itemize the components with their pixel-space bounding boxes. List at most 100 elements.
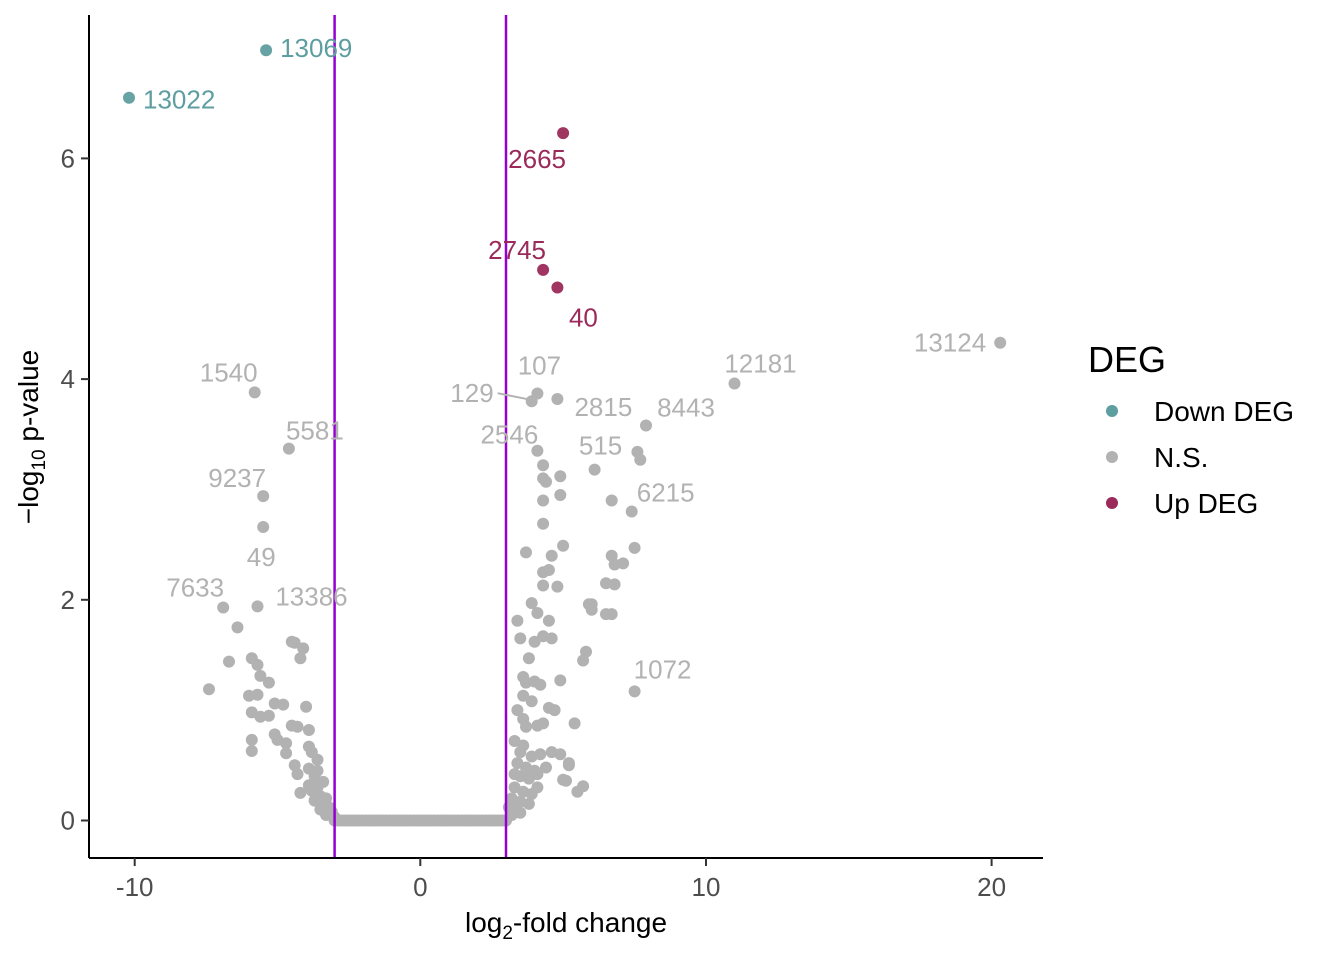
point-n-s bbox=[262, 676, 275, 689]
point-n-s bbox=[571, 785, 584, 798]
point-n-s bbox=[517, 689, 530, 702]
legend-key-down-deg bbox=[1106, 405, 1118, 417]
point-n-s bbox=[560, 774, 572, 787]
point-n-s bbox=[617, 557, 630, 570]
point-label: 7633 bbox=[166, 572, 224, 602]
point-n-s bbox=[540, 475, 552, 488]
point-n-s bbox=[545, 549, 558, 562]
point-n-s bbox=[300, 700, 313, 713]
point-n-s bbox=[511, 614, 524, 627]
point-n-s bbox=[554, 748, 567, 761]
point-up-deg bbox=[537, 263, 550, 276]
point-n-s bbox=[537, 494, 550, 507]
point-n-s bbox=[554, 674, 567, 687]
point-label: 5581 bbox=[286, 415, 344, 445]
point-n-s bbox=[548, 704, 561, 717]
point-label: 2546 bbox=[480, 420, 538, 450]
point-label: 13124 bbox=[914, 328, 986, 358]
legend-label-down-deg: Down DEG bbox=[1154, 396, 1294, 427]
point-n-s bbox=[231, 621, 244, 634]
point-labels: 13069 13022 2665 2745 40 13124 12181 1540 107 129… bbox=[143, 33, 986, 684]
point-n-s bbox=[245, 745, 258, 757]
point-n-s bbox=[522, 797, 535, 810]
point-n-s bbox=[280, 747, 293, 760]
point-n-s bbox=[605, 494, 618, 507]
legend-label-up-deg: Up DEG bbox=[1154, 488, 1258, 519]
point-n-s bbox=[223, 655, 235, 668]
point-label: 13022 bbox=[143, 85, 215, 115]
point-n-s bbox=[525, 597, 538, 610]
point-label: 129 bbox=[450, 378, 493, 408]
point-label: 107 bbox=[518, 350, 561, 380]
point-label: 40 bbox=[569, 302, 598, 332]
point-n-s bbox=[520, 720, 532, 733]
point-n-s bbox=[522, 652, 535, 665]
point-n-s bbox=[305, 784, 318, 797]
legend: DEG Down DEG N.S. Up DEG bbox=[1088, 339, 1294, 519]
point-n-s bbox=[257, 490, 270, 503]
point-n-s bbox=[551, 580, 564, 593]
point-n-s bbox=[628, 685, 641, 698]
point-label: 12181 bbox=[724, 348, 796, 378]
point-n-s bbox=[568, 717, 581, 730]
point-n-s bbox=[525, 395, 538, 408]
point-n-s bbox=[294, 652, 307, 665]
point-n-s bbox=[291, 768, 304, 781]
point-n-s bbox=[257, 521, 270, 533]
point-n-s bbox=[302, 724, 315, 736]
point-up-deg bbox=[551, 281, 564, 294]
point-n-s bbox=[545, 632, 558, 645]
point-n-s bbox=[288, 636, 301, 649]
point-n-s bbox=[525, 695, 538, 708]
threshold-lines bbox=[333, 15, 508, 858]
point-label: 6215 bbox=[637, 477, 695, 507]
point-up-deg bbox=[557, 127, 570, 140]
point-n-s bbox=[728, 377, 741, 390]
point-n-s bbox=[311, 753, 324, 766]
point-n-s bbox=[542, 564, 555, 576]
legend-label-n-s: N.S. bbox=[1154, 442, 1208, 473]
point-down-deg bbox=[123, 91, 135, 104]
x-tick-label: 20 bbox=[977, 872, 1006, 902]
point-n-s bbox=[634, 453, 647, 466]
point-n-s bbox=[217, 601, 230, 614]
point-n-s bbox=[554, 489, 567, 501]
point-n-s bbox=[588, 463, 601, 476]
point-n-s bbox=[577, 654, 590, 667]
point-n-s bbox=[251, 688, 264, 701]
point-label: 2745 bbox=[488, 235, 546, 265]
point-n-s bbox=[585, 603, 598, 616]
legend-key-up-deg bbox=[1106, 497, 1118, 509]
x-axis-title: log2-fold change bbox=[465, 907, 667, 944]
point-n-s bbox=[280, 737, 293, 750]
point-label: 13069 bbox=[280, 33, 352, 63]
point-n-s bbox=[520, 546, 532, 559]
x-axis-title-base: log bbox=[465, 907, 502, 938]
legend-title: DEG bbox=[1088, 339, 1166, 380]
point-n-s bbox=[297, 642, 310, 655]
y-axis-title-prefix: −log bbox=[13, 471, 44, 525]
point-n-s bbox=[640, 419, 652, 432]
point-label: 2665 bbox=[508, 144, 566, 174]
x-tick-label: 0 bbox=[413, 872, 427, 902]
y-axis-title: −log10 p-value bbox=[13, 350, 50, 524]
point-n-s bbox=[557, 539, 570, 552]
y-tick-label: 0 bbox=[61, 806, 75, 836]
point-n-s bbox=[537, 459, 550, 472]
label-leader-line bbox=[497, 392, 528, 401]
point-n-s bbox=[282, 442, 295, 455]
point-n-s bbox=[522, 772, 535, 785]
point-n-s bbox=[542, 614, 555, 627]
point-n-s bbox=[254, 669, 267, 682]
axis-ticks: -10 0 10 20 0 2 4 6 bbox=[61, 143, 1007, 902]
point-label: 13386 bbox=[275, 581, 347, 611]
x-axis-title-subscript: 2 bbox=[502, 923, 513, 944]
legend-key-n-s bbox=[1106, 451, 1118, 463]
y-axis-title-subscript: 10 bbox=[29, 449, 50, 470]
point-n-s bbox=[625, 505, 638, 518]
point-n-s bbox=[994, 336, 1007, 349]
point-n-s bbox=[528, 635, 541, 648]
point-n-s bbox=[628, 541, 641, 554]
point-label: 1540 bbox=[200, 357, 258, 387]
point-n-s bbox=[514, 746, 527, 759]
